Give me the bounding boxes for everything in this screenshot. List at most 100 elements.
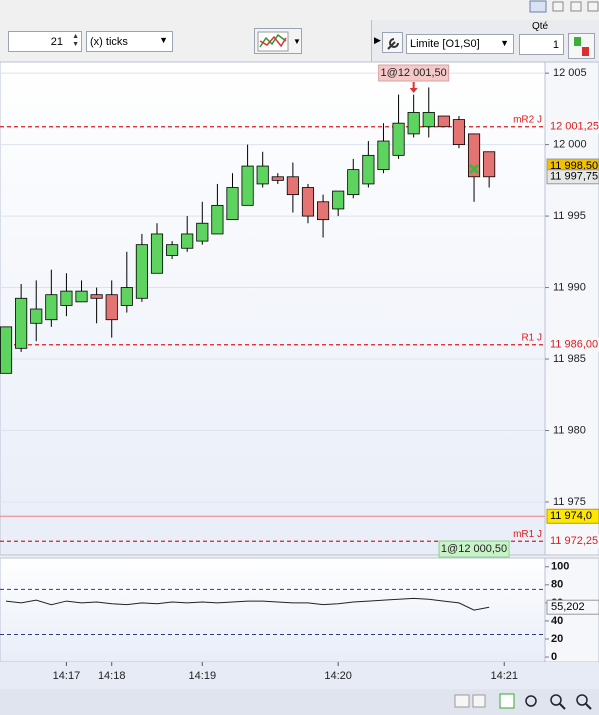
- candle-body: [301, 187, 315, 217]
- dropdown-arrow[interactable]: ▼: [159, 35, 168, 45]
- order-type-dropdown[interactable]: Limite [O1,S0] ▼: [406, 34, 514, 54]
- candle-body: [60, 290, 73, 306]
- y-tick-label: 12 005: [553, 67, 587, 79]
- level-tag: [546, 508, 599, 524]
- candle-body: [105, 294, 118, 321]
- level-tag-label: 11 986,00: [550, 339, 598, 351]
- candle-body: [241, 165, 254, 206]
- x-tick-label: 14:17: [53, 670, 81, 682]
- period-value: 21: [50, 36, 63, 48]
- y-tick-label: 11 980: [553, 424, 586, 436]
- unit-dropdown[interactable]: (x) ticks ▼: [86, 31, 173, 52]
- candle-body: [45, 294, 58, 321]
- zoom-out[interactable]: [550, 694, 562, 706]
- oscillator-line: [5, 597, 490, 611]
- candle-body: [135, 244, 148, 299]
- y-tick-label: 80: [551, 579, 563, 591]
- settings-button[interactable]: [382, 32, 403, 53]
- qty-input[interactable]: 1: [519, 34, 564, 55]
- caption-icons: [529, 0, 599, 13]
- scroll-end[interactable]: [472, 694, 486, 708]
- price-axis: [544, 61, 599, 556]
- level-name: mR2 J: [513, 114, 542, 125]
- candle-body: [437, 115, 450, 128]
- x-tick-label: 14:20: [324, 670, 352, 682]
- candle-body: [30, 308, 43, 324]
- candle-body: [407, 112, 420, 135]
- candle-body: [483, 151, 496, 178]
- y-tick-label: 11 975: [553, 496, 586, 508]
- candle-body: [120, 287, 133, 306]
- bottom-tools: [454, 693, 592, 710]
- level-tag: [547, 534, 599, 549]
- level-name: R1 J: [521, 332, 542, 343]
- candle-body: [377, 140, 390, 171]
- spinner-arrows[interactable]: ▲ ▼: [72, 33, 79, 48]
- candle-body: [286, 176, 299, 196]
- order-label-box: [378, 64, 450, 82]
- panel-toggle[interactable]: ▶: [374, 35, 381, 45]
- status-bar: [0, 689, 599, 715]
- candle-body: [347, 169, 360, 196]
- qty-value: 1: [552, 39, 559, 51]
- candle-body: [150, 233, 164, 274]
- candle-body: [271, 176, 284, 181]
- qty-label: Qté: [532, 21, 549, 32]
- x-tick-label: 14:21: [490, 670, 518, 682]
- y-tick-label: 0: [551, 651, 557, 663]
- x-tick-label: 14:19: [189, 670, 217, 682]
- y-tick-label: 11 985: [553, 353, 586, 365]
- candle-body: [181, 233, 194, 249]
- y-tick-label: 100: [551, 561, 569, 573]
- order-label-box: [438, 540, 510, 558]
- candle-body: [467, 133, 481, 178]
- dropdown-arrow[interactable]: ▼: [500, 38, 509, 48]
- x-tick-label: 14:18: [98, 670, 126, 682]
- y-tick-label: 11 995: [553, 210, 586, 222]
- order-icon: [574, 37, 589, 56]
- oscillator-panel: [0, 557, 546, 663]
- candle-body: [332, 190, 345, 210]
- level-tag-label: 11 974,0: [550, 510, 592, 522]
- y-tick-label: 20: [551, 633, 563, 645]
- candle-body: [362, 154, 375, 185]
- candle-body: [226, 187, 239, 221]
- order-type: Limite [O1,S0]: [410, 38, 480, 50]
- scroll-menu[interactable]: [454, 694, 470, 708]
- order-panel: ▶ Limite [O1,S0] ▼ Qté 1: [371, 20, 599, 62]
- svg-text:▼: ▼: [293, 37, 301, 46]
- candle-body: [256, 165, 269, 185]
- candle-body: [15, 297, 28, 349]
- price-tag-label: 11 998,50: [550, 160, 598, 172]
- candle-body: [90, 294, 103, 299]
- zoom-fit[interactable]: [525, 695, 537, 707]
- candle-body: [75, 290, 88, 303]
- level-tag-label: 12 001,25: [550, 121, 599, 133]
- candle-body: [196, 222, 209, 242]
- chart-tools-button[interactable]: ▼: [254, 28, 302, 54]
- value-tag: [546, 599, 599, 615]
- level-tag-label: 11 972,25: [550, 535, 598, 547]
- candle-body: [317, 201, 330, 221]
- y-tick-label: 40: [551, 615, 563, 627]
- cursor-tool[interactable]: [499, 693, 515, 709]
- price-tag-label: 11 997,75: [550, 171, 598, 183]
- time-axis: [0, 662, 599, 689]
- candle-body: [0, 326, 13, 374]
- period-spinner[interactable]: 21 ▲ ▼: [8, 31, 82, 52]
- y-tick-label: 12 000: [553, 139, 587, 151]
- level-name: mR1 J: [513, 529, 542, 540]
- candle-body: [166, 244, 179, 256]
- y-tick-label: 11 990: [553, 281, 586, 293]
- send-order-button[interactable]: [568, 33, 595, 59]
- level-tag: [547, 337, 599, 352]
- zoom-in[interactable]: [576, 694, 588, 706]
- price-tag: [546, 169, 599, 185]
- unit-value: (x) ticks: [90, 36, 128, 48]
- value-tag-label: 55,202: [551, 601, 585, 613]
- candle-body: [211, 204, 224, 235]
- wrench-icon: [387, 38, 399, 50]
- order-label: 1@12 000,50: [441, 543, 507, 555]
